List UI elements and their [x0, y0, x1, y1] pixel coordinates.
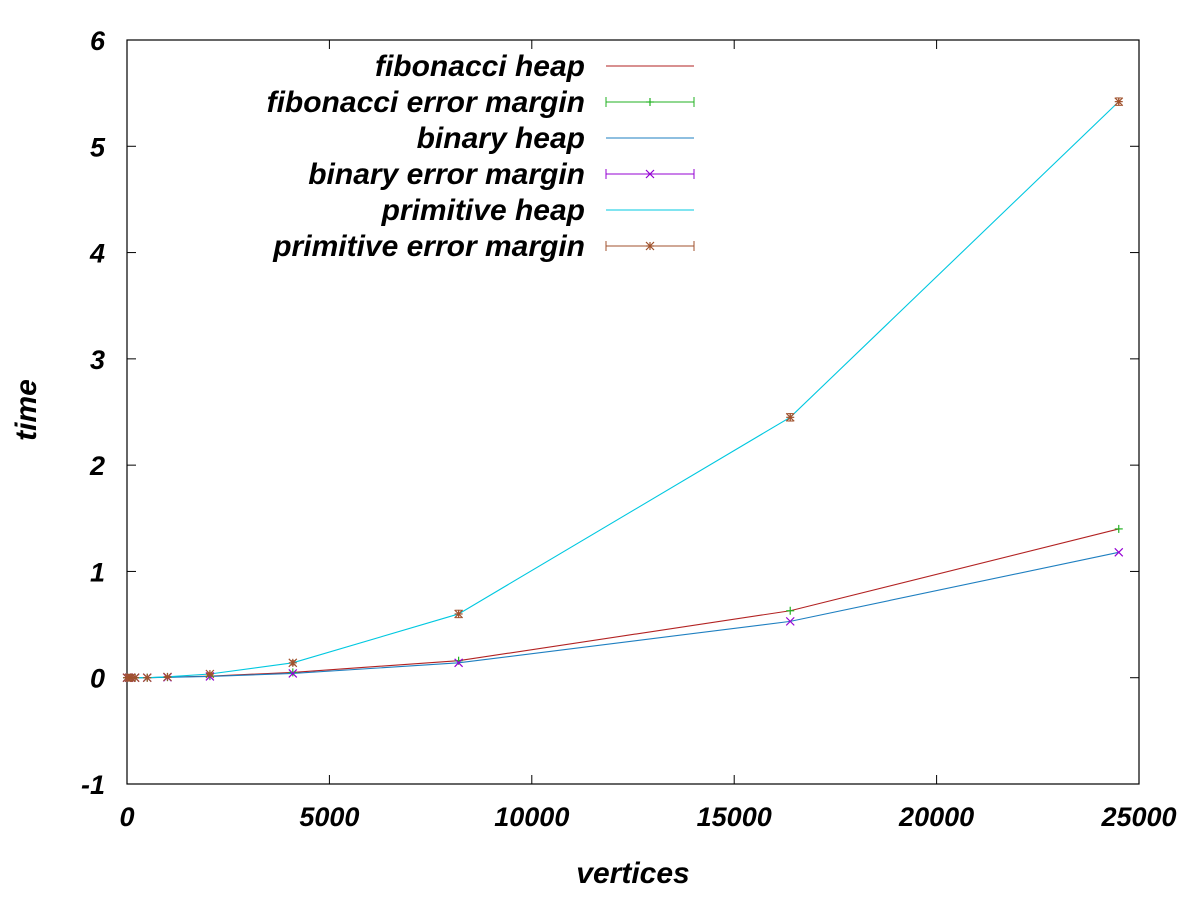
y-tick-label: 5: [90, 132, 106, 162]
data-point: [130, 673, 140, 683]
legend-entry: primitive error margin: [272, 230, 695, 263]
y-tick-label: 0: [90, 664, 105, 694]
series-errorbars-fibonacci-error-margin: [123, 524, 1123, 682]
y-tick-label: 4: [89, 239, 105, 269]
data-point: [1114, 97, 1124, 107]
legend-entry: binary error margin: [308, 158, 695, 191]
y-axis-label: time: [10, 379, 43, 441]
legend-entry: fibonacci error margin: [267, 86, 695, 119]
data-point: [288, 668, 297, 677]
y-tick-label: 6: [90, 26, 106, 56]
data-point: [142, 673, 152, 683]
series-line-primitive-heap: [127, 101, 1120, 679]
legend-label: primitive heap: [381, 194, 585, 227]
legend-label: binary error margin: [308, 158, 585, 191]
y-tick-label: -1: [81, 770, 105, 800]
data-point: [1114, 547, 1124, 557]
data-point: [785, 412, 795, 422]
x-tick-label: 5000: [299, 802, 359, 832]
data-point: [163, 672, 172, 682]
x-tick-label: 15000: [697, 802, 772, 832]
data-point: [1114, 524, 1123, 533]
plot-border: [126, 39, 1140, 785]
series-group: [122, 97, 1124, 683]
x-tick-label: 0: [119, 802, 134, 832]
y-tick-label: 3: [90, 345, 105, 375]
data-point: [454, 609, 464, 619]
series-errorbars-primitive-error-margin: [122, 97, 1124, 683]
series-errorbars-binary-error-margin: [122, 547, 1124, 683]
legend-sample-marker: [645, 169, 655, 179]
data-point: [785, 616, 795, 626]
x-tick-label: 10000: [494, 802, 569, 832]
x-axis-label: vertices: [576, 857, 689, 890]
legend-sample-marker: [645, 241, 655, 251]
data-point: [786, 606, 795, 615]
data-point: [205, 669, 215, 679]
y-tick-label: 1: [90, 557, 105, 587]
legend-entry: primitive heap: [381, 194, 694, 227]
data-point: [288, 658, 298, 668]
x-tick-label: 25000: [1100, 802, 1176, 832]
series-line-fibonacci-heap: [127, 528, 1119, 679]
x-tick-label: 20000: [898, 802, 974, 832]
plot-frame: [126, 39, 1140, 785]
data-point: [454, 658, 464, 668]
axis-ticks: 0 5000 10000 15000 20000 25000 -1 0 1 2 3 4 5 6: [81, 26, 1177, 832]
legend-label: fibonacci error margin: [267, 86, 585, 119]
legend-entry: fibonacci heap: [375, 50, 694, 83]
y-tick-label: 2: [89, 451, 105, 481]
legend-label: primitive error margin: [272, 230, 585, 263]
legend-entry: binary heap: [417, 122, 694, 155]
legend-label: fibonacci heap: [375, 50, 585, 83]
data-point: [288, 669, 298, 678]
legend-sample-marker: [646, 98, 654, 106]
series-line-binary-heap: [127, 551, 1119, 679]
legend-label: binary heap: [417, 122, 585, 155]
